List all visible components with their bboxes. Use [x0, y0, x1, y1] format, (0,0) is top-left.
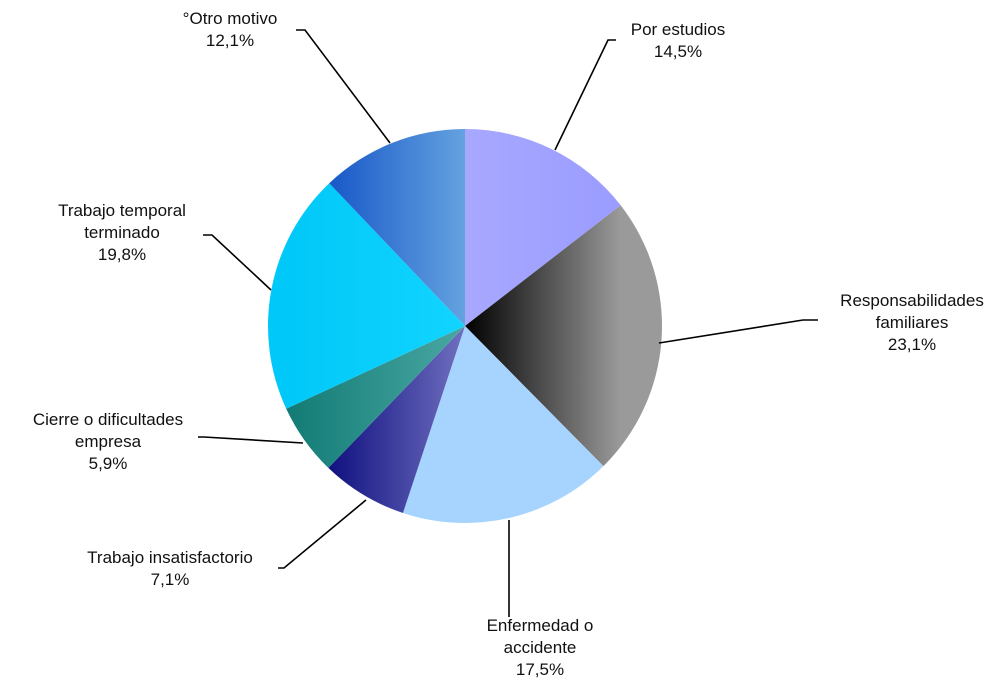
leader-line: [296, 29, 391, 144]
pie-slice: [465, 129, 621, 326]
slice-percent: 12,1%: [206, 31, 254, 50]
slice-category: Responsabilidades: [840, 291, 984, 310]
slice-label: °Otro motivo 12,1%: [183, 9, 278, 50]
slice-label: Enfermedad o accidente 17,5%: [487, 616, 594, 679]
slice-category: accidente: [504, 638, 577, 657]
slice-category: Trabajo temporal: [58, 201, 186, 220]
slice-percent: 5,9%: [89, 454, 128, 473]
pie-slice: [465, 205, 662, 467]
slice-label: Cierre o dificultades empresa 5,9%: [33, 410, 183, 473]
pie-slice: [328, 326, 465, 513]
slice-percent: 14,5%: [654, 42, 702, 61]
slice-category: Enfermedad o: [487, 616, 594, 635]
slice-percent: 17,5%: [516, 660, 564, 679]
pie-slices: [267, 129, 662, 523]
slice-category: Trabajo insatisfactorio: [87, 548, 253, 567]
slice-label: Responsabilidades familiares 23,1%: [840, 291, 984, 354]
leader-line: [554, 39, 616, 151]
pie-slice: [402, 326, 604, 523]
pie-slice: [329, 129, 465, 326]
leader-line: [198, 436, 304, 444]
pie-slice: [286, 326, 465, 468]
slice-category: Por estudios: [631, 20, 726, 39]
leader-line: [278, 499, 367, 569]
slice-label: Trabajo temporal terminado 19,8%: [58, 201, 186, 264]
slice-labels: Por estudios 14,5% Responsabilidades famili…: [33, 9, 984, 679]
slice-category: °Otro motivo: [183, 9, 278, 28]
slice-label: Trabajo insatisfactorio 7,1%: [87, 548, 253, 589]
slice-percent: 19,8%: [98, 245, 146, 264]
slice-label: Por estudios 14,5%: [631, 20, 726, 61]
slice-category: familiares: [876, 313, 949, 332]
slice-category: Cierre o dificultades: [33, 410, 183, 429]
leader-line: [658, 319, 818, 344]
slice-category: empresa: [75, 432, 142, 451]
slice-percent: 7,1%: [151, 570, 190, 589]
leader-lines: [198, 29, 818, 617]
slice-percent: 23,1%: [888, 335, 936, 354]
leader-line: [203, 234, 272, 291]
slice-category: terminado: [84, 223, 160, 242]
pie-slice: [267, 183, 465, 409]
